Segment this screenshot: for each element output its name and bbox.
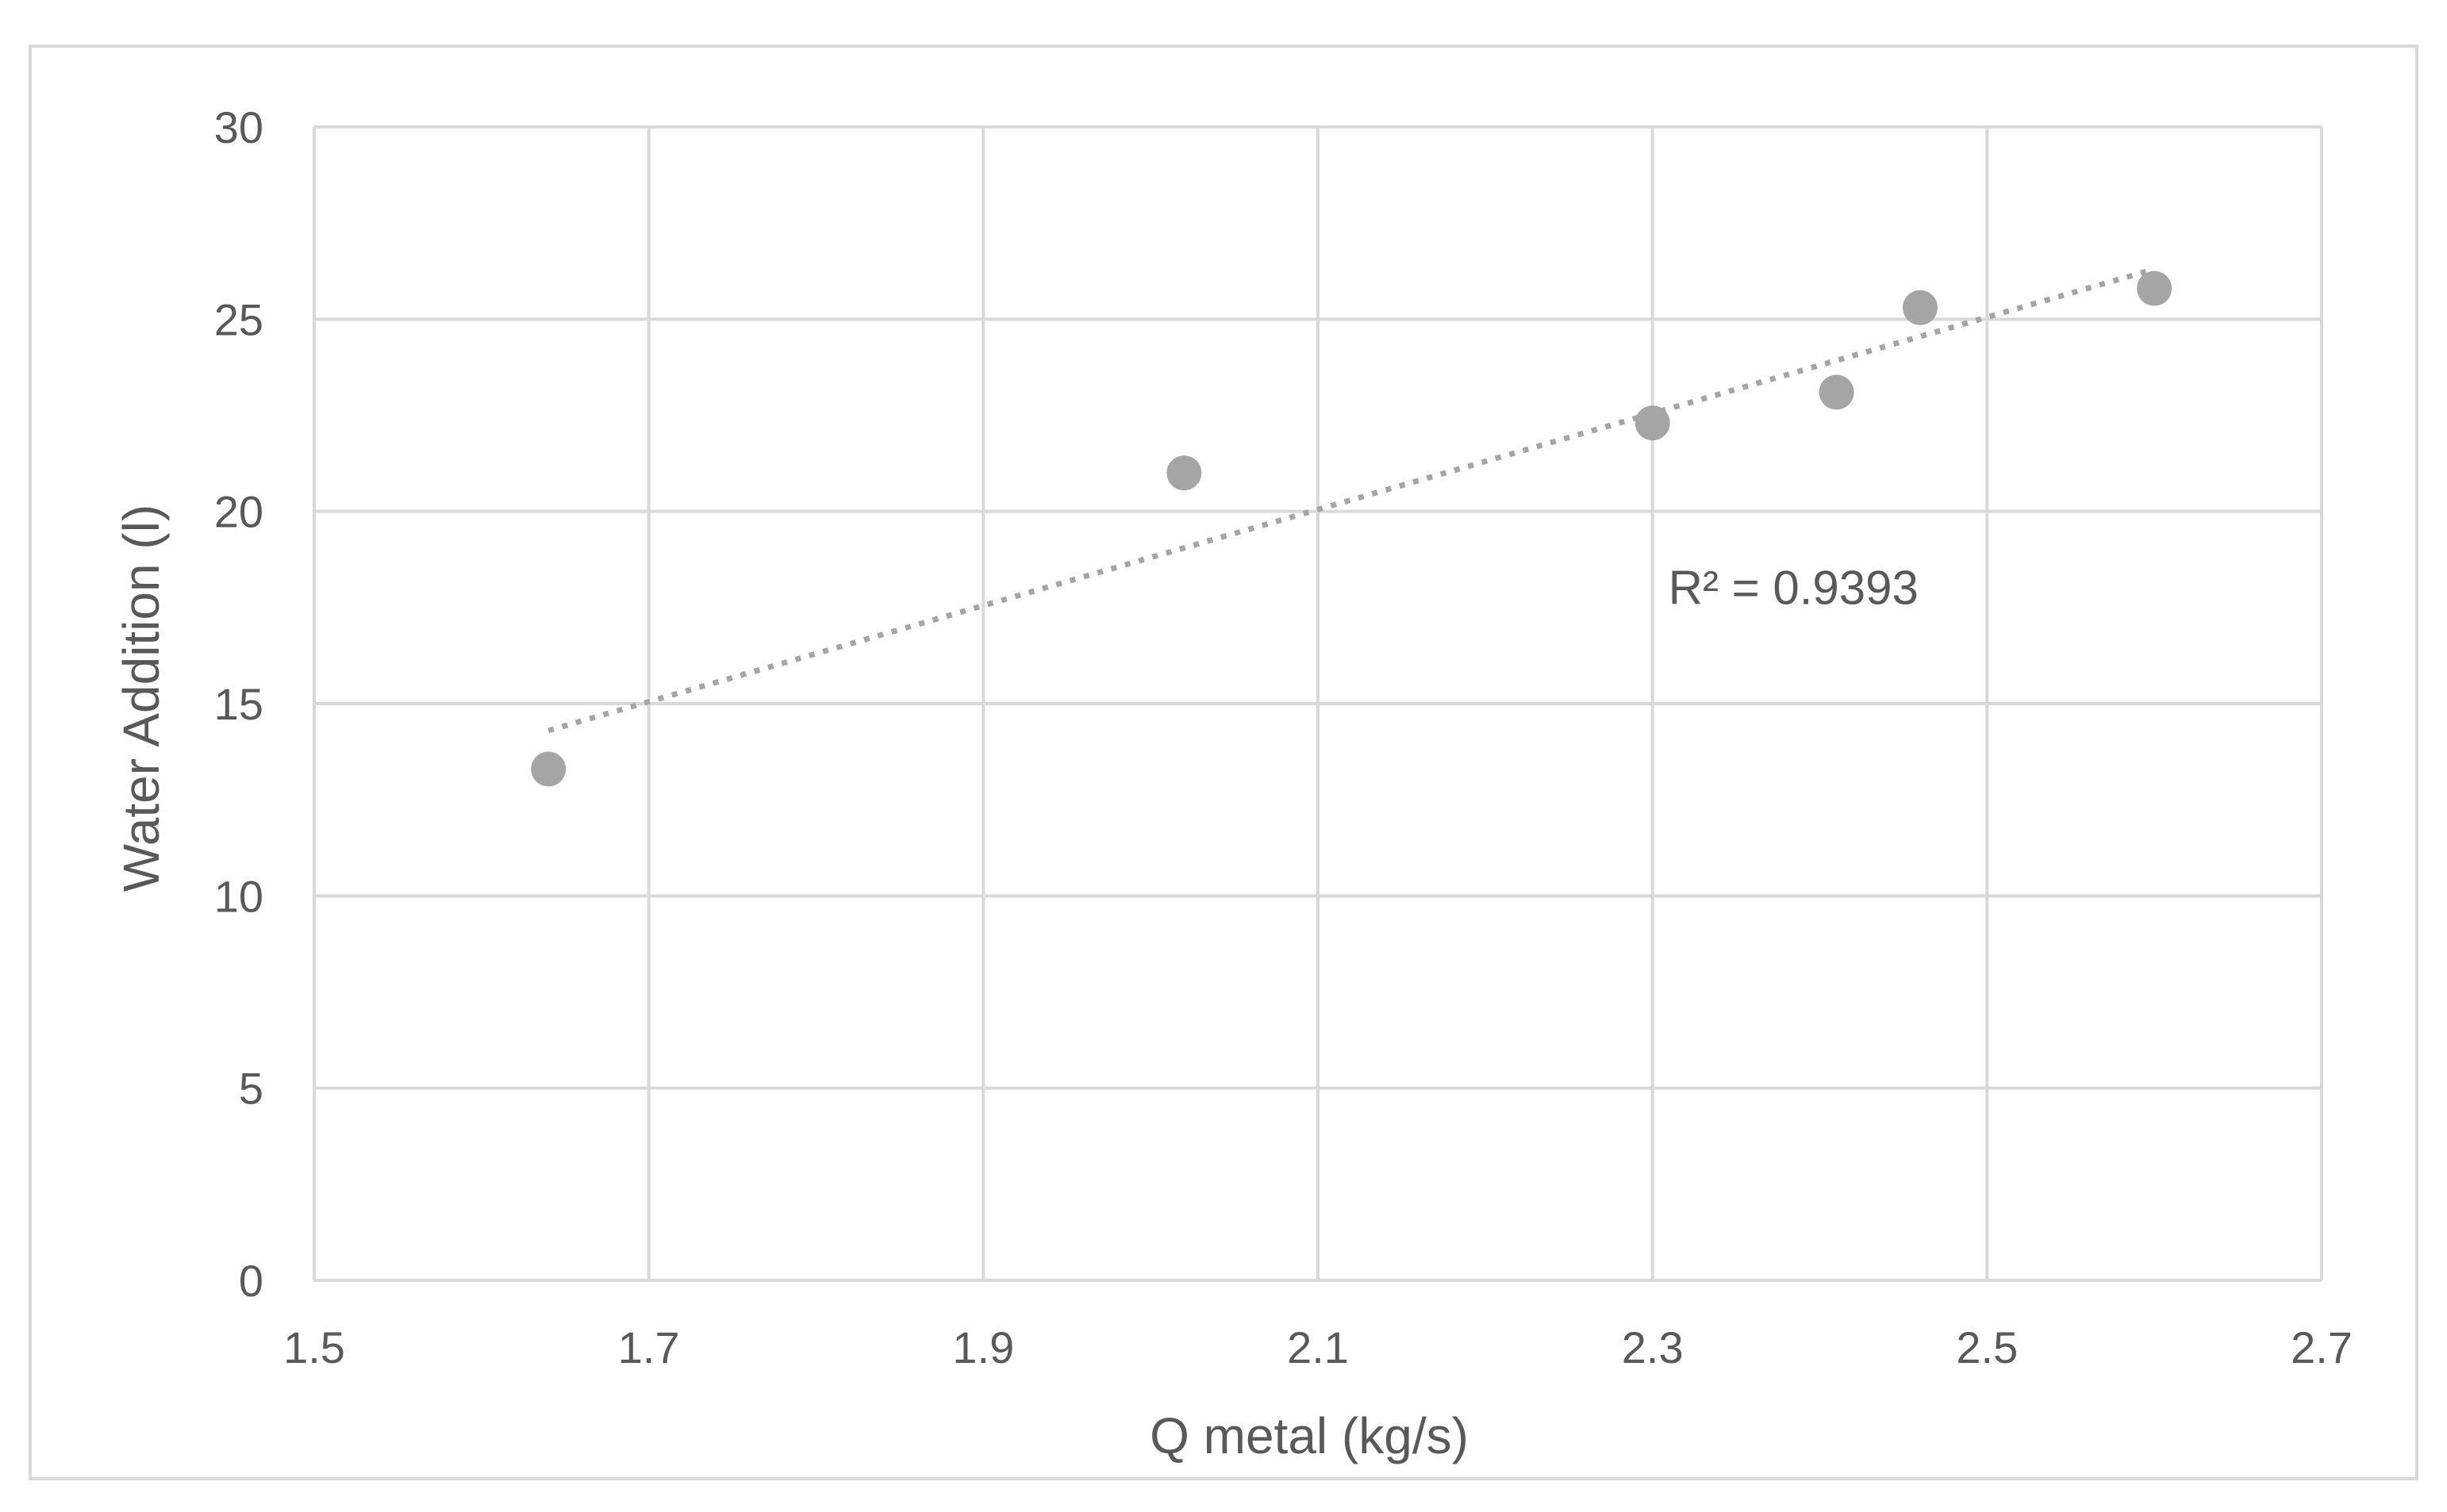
tick-labels: 1.5 1.7 1.9 2.1 2.3 2.5 2.7 0 5 10 15 20 25 30 (214, 102, 2353, 1372)
y-tick-label: 15 (214, 679, 263, 729)
data-point (531, 751, 567, 787)
x-tick-label: 1.5 (283, 1322, 345, 1372)
annotations: R² = 0.9393 (1669, 562, 1919, 615)
y-tick-label: 0 (239, 1256, 263, 1306)
y-tick-label: 25 (214, 294, 263, 344)
data-point (1903, 290, 1938, 325)
trendline-layer (547, 266, 2156, 734)
data-point (2137, 271, 2172, 306)
x-tick-label: 2.1 (1287, 1322, 1349, 1372)
y-tick-label: 20 (214, 487, 263, 537)
r-squared-annotation: R² = 0.9393 (1669, 562, 1919, 615)
data-point (1166, 455, 1202, 491)
y-tick-label: 5 (239, 1064, 263, 1114)
y-tick-label: 10 (214, 871, 263, 921)
x-tick-label: 2.7 (2291, 1322, 2353, 1372)
gridlines (313, 125, 2323, 1282)
x-tick-label: 1.7 (618, 1322, 680, 1372)
x-tick-label: 2.3 (1622, 1322, 1684, 1372)
y-tick-label: 30 (214, 102, 263, 152)
x-axis-title: Q metal (kg/s) (1150, 1407, 1469, 1464)
data-point (1635, 405, 1670, 441)
data-point (1819, 374, 1854, 410)
trendline (547, 266, 2156, 734)
data-points (531, 271, 2172, 787)
y-axis-title: Water Addition (l) (113, 505, 170, 892)
x-tick-label: 2.5 (1956, 1322, 2018, 1372)
x-tick-label: 1.9 (952, 1322, 1014, 1372)
chart-frame (29, 44, 2418, 1480)
